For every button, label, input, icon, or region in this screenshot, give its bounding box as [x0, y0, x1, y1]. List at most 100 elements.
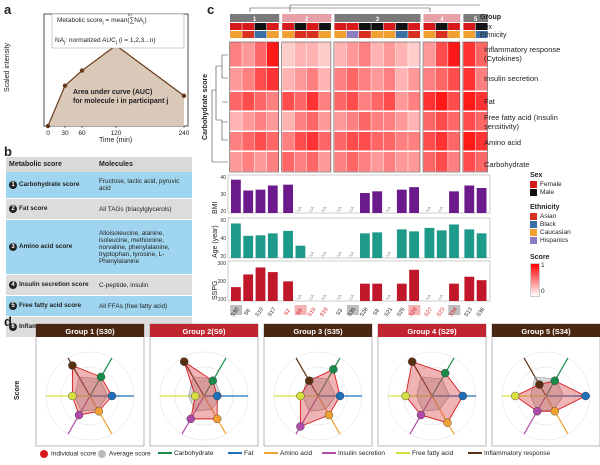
radar-legend: Individual score Average score Carbohydr… — [40, 450, 600, 462]
ethnicity-cell — [230, 31, 242, 38]
heatmap-cell — [242, 42, 255, 67]
sex-cell — [294, 23, 307, 30]
radar-point — [416, 410, 426, 420]
age-bar — [360, 233, 370, 258]
bmi-bar — [231, 179, 241, 213]
heatmap-cell — [463, 132, 476, 151]
sspg-bar — [267, 272, 278, 301]
heatmap-cell — [254, 132, 267, 151]
sspg-tick: 300 — [218, 261, 227, 267]
heatmap-cell — [334, 152, 347, 172]
panel-b-letter: b — [4, 144, 12, 159]
heatmap-cell — [423, 68, 436, 91]
panel-c-letter: c — [207, 2, 215, 17]
heatmap-cell — [423, 112, 436, 131]
heatmap-cell — [282, 68, 294, 91]
radar-point — [305, 376, 314, 385]
heatmap-cell — [463, 112, 476, 131]
x-tick-label: 240 — [179, 130, 190, 137]
legend-sex-title: Sex — [530, 172, 543, 179]
panel-d-letter: d — [4, 314, 12, 329]
heatmap-cell — [383, 42, 396, 67]
radar-point — [208, 376, 218, 385]
heatmap-cell — [475, 132, 488, 151]
radar-panel-header — [492, 324, 600, 337]
sample-label: S6 — [243, 308, 252, 317]
radar-axis — [89, 395, 113, 435]
heatmap-cell — [242, 152, 255, 172]
heatmap-cell — [408, 68, 420, 91]
radar-axis — [203, 357, 227, 397]
heatmap-cell — [266, 152, 279, 172]
sspg-tick: 200 — [218, 279, 227, 285]
heatmap-cell — [334, 42, 347, 67]
heatmap-cell — [266, 68, 279, 91]
heatmap-cell — [463, 68, 476, 91]
heatmap-cell — [294, 68, 307, 91]
heatmap-cell — [346, 152, 359, 172]
sex-cell — [475, 23, 488, 30]
age-bar — [449, 224, 459, 258]
heatmap-cell — [306, 112, 319, 131]
radar-point — [550, 376, 559, 385]
heatmap-cell — [408, 132, 420, 151]
age-bar — [283, 230, 293, 258]
bmi-na-label: NA — [320, 205, 327, 213]
sex-cell — [395, 23, 408, 30]
radar-axis — [317, 357, 341, 397]
ethnicity-cell — [242, 31, 255, 38]
formula-line-1: Metabolic scorei = mean(∑NAi) — [57, 17, 147, 27]
radar-point — [533, 407, 542, 416]
sspg-bar — [255, 267, 266, 301]
sample-label: S27 — [424, 307, 435, 318]
ethnicity-cell — [423, 31, 436, 38]
sex-cell — [306, 23, 319, 30]
heatmap-cell — [435, 92, 448, 111]
age-bar — [396, 229, 407, 258]
radar-panel-title: Group 1 (S30) — [65, 327, 115, 336]
ethnicity-cell — [408, 31, 420, 38]
sample-label: S3 — [335, 308, 344, 317]
age-bar — [255, 235, 266, 258]
heatmap-cell — [475, 152, 488, 172]
sspg-tick: 100 — [218, 297, 227, 303]
panel-a-xlabel: Time (min) — [99, 137, 133, 144]
group-track-5 — [463, 14, 488, 22]
heatmap-cell — [266, 92, 279, 111]
heatmap-cell — [463, 42, 476, 67]
age-na-label: NA — [385, 250, 392, 258]
radar-panel-header — [36, 324, 144, 337]
age-na-label: NA — [336, 250, 343, 258]
sspg-bar — [396, 283, 407, 301]
x-tick-label: 60 — [78, 130, 86, 137]
heatmap-cell — [435, 152, 448, 172]
heatmap-cell — [475, 68, 488, 91]
table-row: 4 Insulin secretion score C-peptide, insu… — [6, 274, 192, 296]
heatmap-cell — [294, 112, 307, 131]
heatmap-cell — [383, 92, 396, 111]
bmi-na-label: NA — [296, 205, 303, 213]
heatmap-cell — [334, 68, 347, 91]
heatmap-cell — [282, 112, 294, 131]
x-tick-label: 0 — [46, 130, 50, 137]
sex-cell — [346, 23, 359, 30]
ethnicity-cell — [306, 31, 319, 38]
heatmap-cell — [306, 92, 319, 111]
radar-panel-frame — [491, 323, 600, 447]
heatmap-cell — [408, 152, 420, 172]
radar-axis — [181, 395, 205, 435]
group-track-1 — [230, 14, 280, 22]
legend-female: Female — [530, 181, 562, 188]
sex-cell — [371, 23, 384, 30]
legend-free-fatty-acid: Free fatty acid — [396, 450, 453, 457]
legend-average-score: Average score — [98, 450, 151, 458]
sample-label: S2 — [283, 308, 292, 317]
radar-panel-title: Group 5 (S34) — [521, 327, 571, 336]
sample-label: S35 — [347, 307, 358, 318]
radar-panel-header — [150, 324, 258, 337]
sspg-na-label: NA — [437, 293, 444, 301]
ethnicity-cell — [334, 31, 347, 38]
age-tick: 20 — [220, 254, 226, 260]
table-row: 5 Free fatty acid score All FFAs (free fa… — [6, 295, 192, 317]
